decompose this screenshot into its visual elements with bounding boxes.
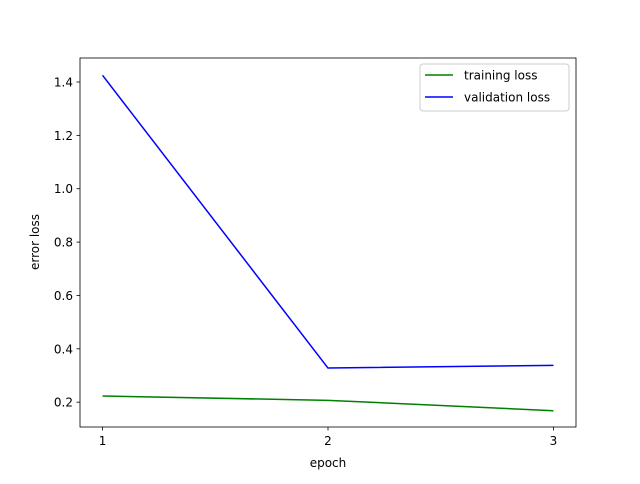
x-axis-label: epoch [310,456,347,470]
x-tick-label: 2 [324,434,332,448]
x-tick-label: 3 [550,434,558,448]
legend: training loss validation loss [420,64,569,111]
y-tick-label: 1.0 [54,182,73,196]
y-tick-label: 1.4 [54,76,73,90]
y-tick-label: 0.6 [54,289,73,303]
legend-label-training-loss: training loss [464,69,537,83]
y-tick-label: 1.2 [54,129,73,143]
y-tick-label: 0.8 [54,236,73,250]
x-tick-label: 1 [99,434,107,448]
y-tick-label: 0.4 [54,342,73,356]
y-tick-label: 0.2 [54,396,73,410]
legend-label-validation-loss: validation loss [464,91,550,105]
y-axis-label: error loss [28,214,42,270]
